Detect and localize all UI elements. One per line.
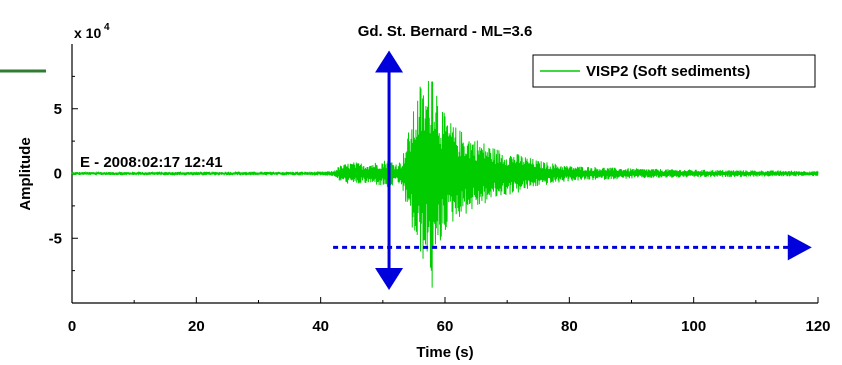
vertical-double-arrow <box>375 50 404 291</box>
horizontal-dashed-arrow <box>333 234 812 261</box>
x-tick-label: 40 <box>312 318 329 335</box>
x-tick-label: 60 <box>437 318 454 335</box>
arrow-down-head <box>375 268 404 291</box>
x-tick-label: 0 <box>68 318 76 335</box>
y-tick-label: -5 <box>49 230 62 247</box>
x-tick-label: 80 <box>561 318 578 335</box>
event-annotation: E - 2008:02:17 12:41 <box>80 154 223 171</box>
y-multiplier: x 10 <box>74 25 101 41</box>
series-line-visp2 <box>71 80 819 288</box>
y-tick-label: 0 <box>54 166 62 183</box>
chart-title: Gd. St. Bernard - ML=3.6 <box>358 23 533 40</box>
arrow-right-head <box>787 234 812 261</box>
x-tick-label: 100 <box>681 318 706 335</box>
x-ticks: 0 20 40 60 80 100 120 <box>68 297 831 335</box>
y-axis-label: Amplitude <box>17 137 34 210</box>
x-axis-label: Time (s) <box>416 344 473 361</box>
legend-label: VISP2 (Soft sediments) <box>586 63 750 80</box>
arrow-up-head <box>375 50 404 73</box>
legend: VISP2 (Soft sediments) <box>532 54 816 88</box>
y-multiplier-exponent: 4 <box>104 22 110 33</box>
y-tick-label: 5 <box>54 101 62 118</box>
x-tick-label: 20 <box>188 318 205 335</box>
x-tick-label: 120 <box>805 318 830 335</box>
